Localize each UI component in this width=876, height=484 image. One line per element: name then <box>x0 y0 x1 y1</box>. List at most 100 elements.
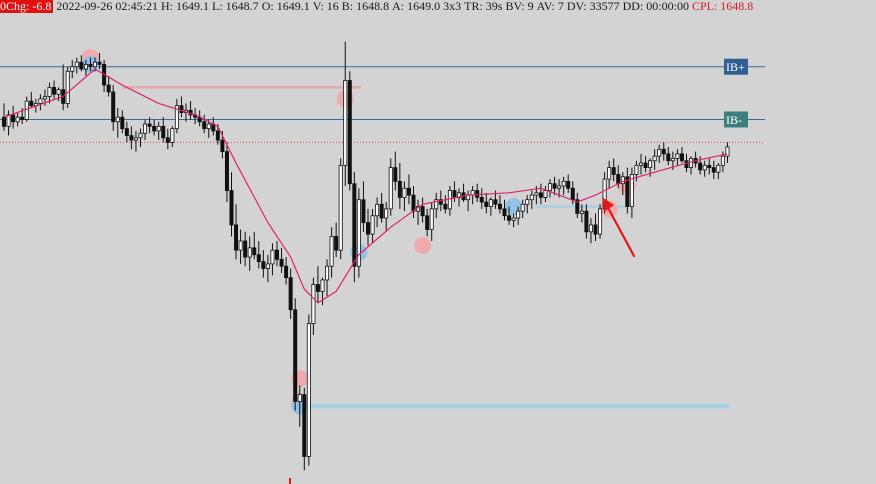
bear-candle-body <box>625 176 630 207</box>
candle <box>393 151 398 191</box>
bull-candle-body <box>588 224 593 233</box>
bull-candle-body <box>47 86 52 97</box>
bull-candle-body <box>247 247 252 258</box>
candle <box>429 202 434 241</box>
candle <box>379 192 384 223</box>
candle <box>315 266 320 303</box>
candle <box>143 119 148 141</box>
bear-candle-body <box>279 258 284 267</box>
candle <box>165 128 170 150</box>
bear-candle-body <box>106 84 111 93</box>
candle <box>538 183 543 205</box>
candle <box>543 185 548 202</box>
bull-candle-body <box>689 158 694 169</box>
bear-candle-body <box>479 197 484 203</box>
bull-candle-body <box>598 208 603 235</box>
candle <box>156 121 161 141</box>
change-value: 0Chg: -6.8 <box>0 0 54 13</box>
bear-candle-body <box>566 180 571 189</box>
candle <box>361 181 366 232</box>
bear-candle-body <box>707 164 712 169</box>
bear-candle-body <box>352 183 357 267</box>
bull-candle-body <box>329 235 334 267</box>
candle <box>52 80 57 99</box>
candle <box>88 57 93 72</box>
candle <box>47 82 52 104</box>
candle <box>329 227 334 278</box>
bear-candle-body <box>616 174 621 185</box>
candle <box>97 52 102 70</box>
candle <box>475 183 480 202</box>
candle <box>261 250 266 278</box>
delta-volume: DV: 33577 <box>566 0 620 13</box>
bear-candle-body <box>365 222 370 235</box>
bull-candle-body <box>65 70 70 104</box>
bear-candle-body <box>425 215 430 230</box>
candle <box>384 202 389 232</box>
candle <box>202 114 207 134</box>
bull-candle-body <box>170 128 175 143</box>
bull-candle-body <box>639 162 644 166</box>
bear-candle-body <box>584 210 589 233</box>
bear-candle-body <box>288 277 293 311</box>
candle <box>525 195 530 214</box>
level-label-box <box>724 111 748 128</box>
bull-candle-body <box>6 114 11 127</box>
candle <box>120 110 125 134</box>
candle <box>488 197 493 216</box>
bear-candle-body <box>575 199 580 214</box>
candle <box>552 176 557 196</box>
bull-candle-body <box>548 183 553 191</box>
bear-candle-body <box>52 86 57 95</box>
bear-candle-body <box>165 137 170 143</box>
drawdown-timer: DD: 00:00:00 <box>622 0 689 13</box>
candle <box>74 57 79 74</box>
candle <box>352 172 357 283</box>
time-remaining: TR: 39s <box>464 0 503 13</box>
bull-candle-body <box>325 265 330 281</box>
bull-candle-body <box>720 155 725 166</box>
bear-candle-body <box>611 167 616 175</box>
candle <box>639 153 644 175</box>
candle <box>79 55 84 72</box>
candle <box>370 208 375 244</box>
bear-candle-body <box>397 180 402 198</box>
bear-candle-body <box>220 139 225 152</box>
candle <box>252 231 257 260</box>
bull-candle-body <box>24 100 29 120</box>
bull-candle-body <box>648 160 653 169</box>
candle <box>598 204 603 239</box>
bear-candle-body <box>261 261 266 269</box>
bull-candle-body <box>429 208 434 230</box>
bear-candle-body <box>570 187 575 201</box>
candle <box>420 197 425 223</box>
bull-candle-body <box>343 80 348 166</box>
candle <box>434 192 439 219</box>
candle <box>170 126 175 147</box>
bid-value: B: 1648.8 <box>341 0 390 13</box>
candle <box>443 195 448 214</box>
bear-candle-body <box>334 235 339 251</box>
high-value: H: 1649.1 <box>161 0 210 13</box>
bull-candle-body <box>115 116 120 123</box>
bull-candle-body <box>534 192 539 196</box>
candle <box>347 71 352 191</box>
bear-candle-body <box>215 130 220 141</box>
low-value: L: 1648.7 <box>212 0 259 13</box>
bull-candle-body <box>716 164 721 173</box>
candle <box>224 142 229 202</box>
bear-candle-body <box>274 249 279 260</box>
candle <box>83 59 88 76</box>
candle <box>15 112 20 127</box>
candle <box>611 158 616 182</box>
bear-candle-body <box>593 224 598 235</box>
bull-candle-body <box>70 66 75 72</box>
bear-candle-body <box>88 64 93 68</box>
candle <box>675 149 680 166</box>
candle <box>375 197 380 228</box>
bull-candle-body <box>511 217 516 221</box>
bear-candle-body <box>493 199 498 205</box>
candle <box>133 130 138 152</box>
candle <box>102 59 107 92</box>
